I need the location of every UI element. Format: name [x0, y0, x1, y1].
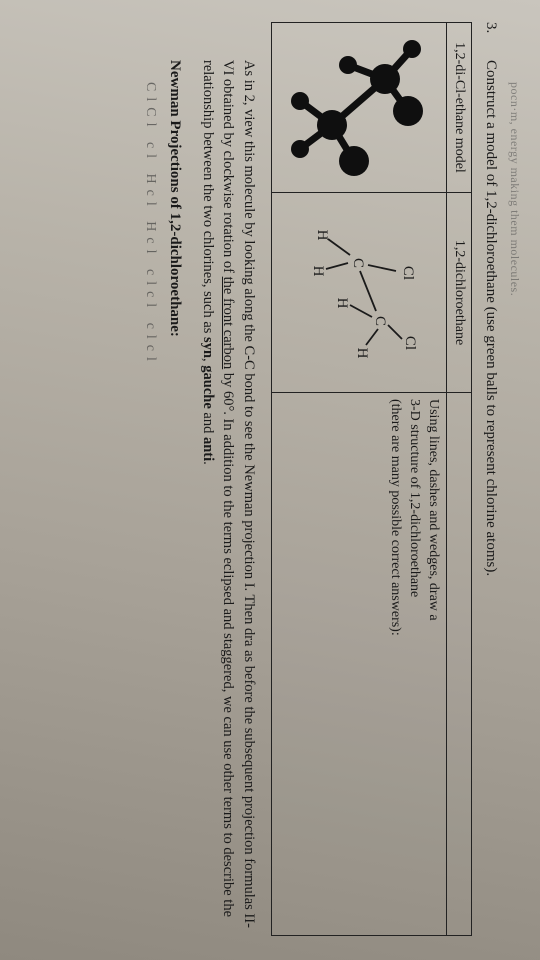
- table-header-row: 1,2-di-Cl-ethane model 1,2-dichloroethan…: [447, 23, 472, 936]
- atom-c1: C: [350, 258, 366, 268]
- table-content-row: C C Cl Cl H H: [272, 23, 447, 936]
- question-text: Construct a model of 1,2-dichloroethane …: [482, 60, 499, 576]
- body-paragraph: As in 2, view this molecule by looking a…: [197, 22, 259, 936]
- atom-h1: H: [314, 230, 330, 241]
- atom-h2: H: [310, 266, 326, 277]
- instr-line: (there are many possible correct answers…: [385, 399, 404, 929]
- atom-c2: C: [372, 316, 388, 326]
- lewis-svg: C C Cl Cl H H: [278, 193, 446, 383]
- cell-instructions: Using lines, dashes and wedges, draw a 3…: [272, 393, 447, 936]
- question-number: 3.: [482, 22, 499, 40]
- worksheet-page: pocn·m, energy making them molecules. 3.…: [0, 0, 540, 960]
- cell-ballstick: [272, 23, 447, 193]
- newman-prompt: Newman Projections of 1,2-dichloroethane…: [166, 22, 183, 936]
- question-line: 3. Construct a model of 1,2-dichloroetha…: [482, 22, 499, 936]
- header-cell-model: 1,2-di-Cl-ethane model: [447, 23, 472, 193]
- structure-table: 1,2-di-Cl-ethane model 1,2-dichloroethan…: [271, 22, 472, 936]
- atom-cl1: Cl: [400, 266, 416, 280]
- instr-line: Using lines, dashes and wedges, draw a: [423, 399, 442, 929]
- instr-line: 3-D structure of 1,2-dichloroethane: [404, 399, 423, 929]
- ballstick-svg: [280, 29, 440, 185]
- header-cell-blank: [447, 393, 472, 936]
- cell-lewis: C C Cl Cl H H: [272, 193, 447, 393]
- handwriting-top: pocn·m, energy making them molecules.: [507, 22, 522, 936]
- atom-cl2: Cl: [402, 336, 418, 350]
- atom-h3: H: [334, 298, 350, 309]
- header-cell-name: 1,2-dichloroethane: [447, 193, 472, 393]
- handwriting-bottom: ClCl cl Hcl Hcl clcl clcl: [142, 22, 158, 936]
- atom-h4: H: [354, 348, 370, 359]
